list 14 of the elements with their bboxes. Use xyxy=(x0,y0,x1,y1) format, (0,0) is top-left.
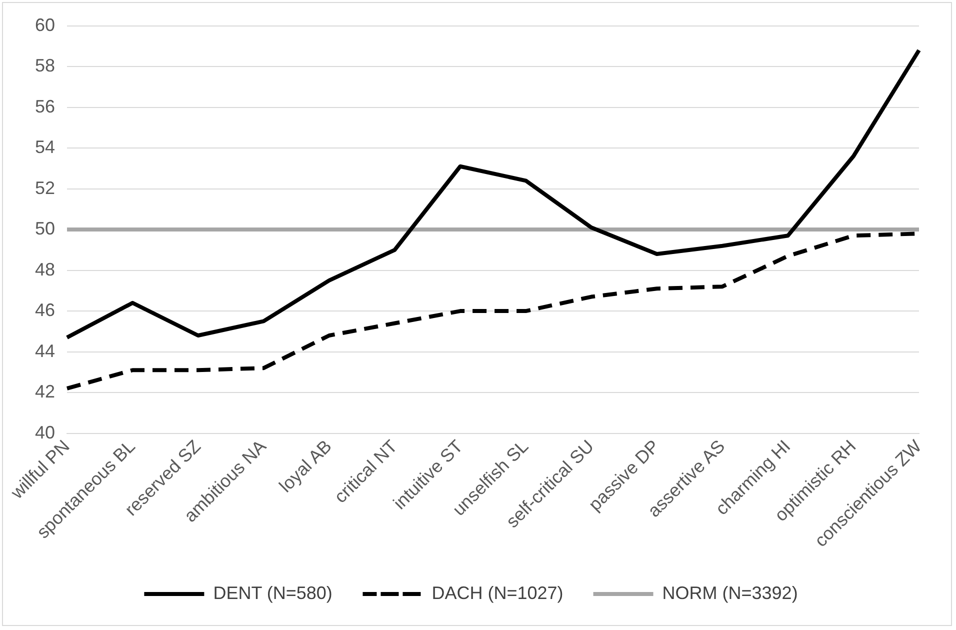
y-tick-label: 52 xyxy=(34,178,56,198)
y-tick-label: 44 xyxy=(34,340,56,361)
legend-label: NORM (N=3392) xyxy=(662,582,798,603)
legend-label: DENT (N=580) xyxy=(213,582,332,603)
y-tick-label: 54 xyxy=(34,137,56,158)
y-tick-label: 42 xyxy=(34,382,56,402)
y-tick-label: 48 xyxy=(34,259,56,280)
legend-label: DACH (N=1027) xyxy=(432,582,564,603)
y-tick-label: 50 xyxy=(34,218,56,239)
y-tick-label: 46 xyxy=(34,300,56,320)
y-tick-label: 60 xyxy=(34,14,56,35)
y-tick-label: 56 xyxy=(34,96,56,116)
y-tick-label: 58 xyxy=(34,56,56,76)
y-tick-label: 40 xyxy=(34,422,56,442)
